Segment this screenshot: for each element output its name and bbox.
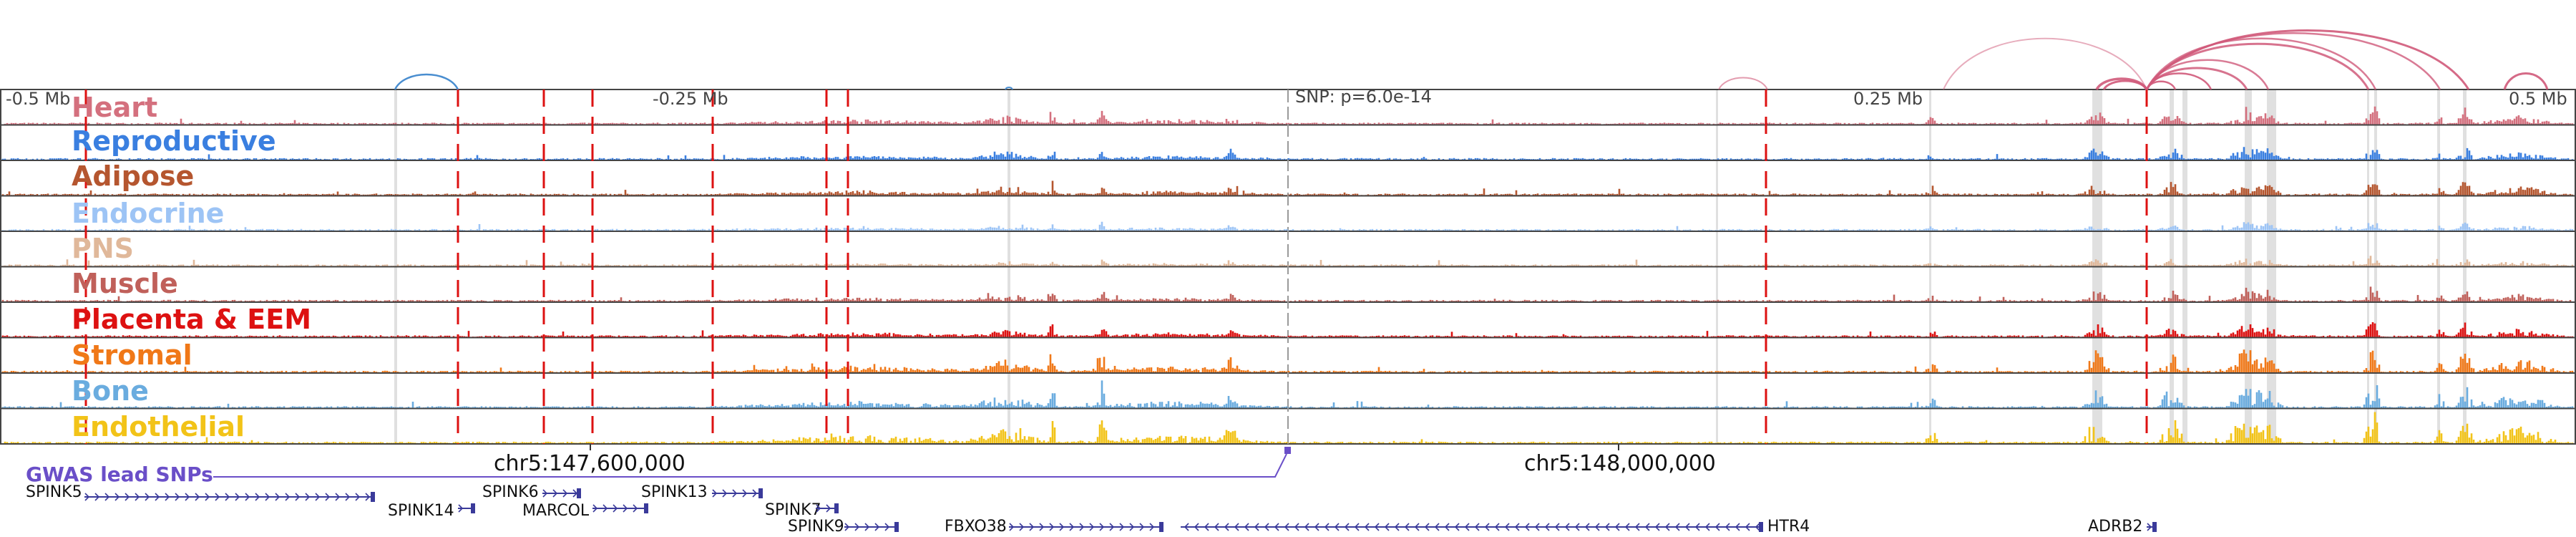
track-label-stromal: Stromal: [72, 339, 192, 371]
signal-heart: [4, 106, 2574, 125]
exon: [577, 488, 581, 498]
signal-tracks: [1, 106, 2574, 443]
chromatin-loops: [394, 29, 2549, 91]
exon: [371, 492, 375, 502]
scale-label-right: 0.5 Mb: [2509, 89, 2567, 109]
gene-label-adrb2: ADRB2: [2088, 518, 2142, 536]
exon: [1759, 522, 1763, 532]
strand-arrows: [2147, 523, 2152, 531]
chromatin-loop: [2145, 80, 2177, 90]
track-label-heart: Heart: [72, 92, 157, 123]
exon: [2152, 522, 2157, 532]
exon: [758, 488, 763, 498]
track-label-muscle: Muscle: [72, 268, 178, 299]
chromatin-loop: [2145, 37, 2377, 90]
signal-endothelial: [1, 412, 2574, 443]
gene-fbxo38[interactable]: FBXO38: [945, 518, 1163, 536]
gene-spink9[interactable]: SPINK9: [788, 518, 899, 536]
strand-arrows: [1184, 523, 1760, 531]
exon: [471, 503, 475, 513]
gene-spink13[interactable]: SPINK13: [641, 483, 763, 501]
signal-muscle: [1, 286, 2572, 301]
gene-marcol[interactable]: MARCOL: [522, 502, 648, 520]
coordinate-label-right: chr5:148,000,000: [1524, 451, 1716, 476]
exon: [1159, 522, 1163, 532]
gene-adrb2[interactable]: ADRB2: [2088, 518, 2157, 536]
track-panel: [0, 89, 2576, 445]
chromatin-loop: [394, 73, 459, 90]
signal-reproductive: [1, 147, 2574, 160]
exon: [894, 522, 899, 532]
scale-label-snp: SNP: p=6.0e-14: [1295, 87, 1432, 107]
scale-label-mid-left: -0.25 Mb: [653, 89, 728, 109]
chromatin-loop: [1005, 87, 1013, 90]
track-labels: Heart Reproductive Adipose Endocrine PNS…: [72, 92, 311, 442]
coordinate-axis: chr5:147,600,000 chr5:148,000,000: [494, 445, 1716, 476]
chromatin-loop: [2503, 72, 2549, 90]
track-label-adipose: Adipose: [72, 160, 194, 192]
exon: [644, 503, 648, 513]
gene-label-spink9: SPINK9: [788, 518, 844, 536]
gene-label-htr4: HTR4: [1767, 518, 1810, 536]
gene-spink14[interactable]: SPINK14: [388, 502, 475, 520]
track-label-pns: PNS: [72, 233, 134, 264]
track-label-bone: Bone: [72, 375, 149, 407]
exon: [834, 503, 839, 513]
coordinate-label-left: chr5:147,600,000: [494, 451, 686, 476]
track-label-placenta-eem: Placenta & EEM: [72, 304, 311, 335]
gwas-lead-snp-marker[interactable]: [1284, 447, 1291, 454]
gwas-label: GWAS lead SNPs: [26, 463, 213, 486]
scale-label-mid-right: 0.25 Mb: [1853, 89, 1923, 109]
strand-arrows: [712, 489, 758, 498]
gene-label-spink5: SPINK5: [26, 483, 82, 501]
chromatin-loop: [1943, 37, 2147, 90]
gene-label-spink7: SPINK7: [765, 501, 821, 519]
strand-arrows: [844, 523, 890, 531]
chromatin-loop: [2102, 79, 2148, 90]
gene-label-spink6: SPINK6: [482, 483, 539, 501]
strand-arrows: [1009, 523, 1155, 531]
gene-label-spink13: SPINK13: [641, 483, 708, 501]
gwas-connector: [213, 453, 1287, 478]
scale-label-left: -0.5 Mb: [6, 89, 70, 109]
signal-stromal: [1, 349, 2574, 372]
chromatin-loop: [2145, 29, 2470, 90]
chromatin-loop: [1718, 77, 1768, 90]
strand-arrows: [542, 489, 578, 498]
track-label-endothelial: Endothelial: [72, 411, 245, 442]
strand-arrows: [816, 504, 831, 513]
signal-bone: [1, 380, 2574, 408]
gene-spink7[interactable]: SPINK7: [765, 501, 839, 519]
signal-placenta-eem: [1, 322, 2574, 337]
gene-spink5[interactable]: SPINK5: [26, 483, 375, 502]
track-label-reproductive: Reproductive: [72, 125, 276, 157]
gwas-track: GWAS lead SNPs: [26, 447, 1291, 486]
snp-dashed-lines: [84, 90, 2148, 444]
gene-label-spink14: SPINK14: [388, 502, 454, 520]
strand-arrows: [592, 504, 638, 513]
signal-endocrine: [1, 221, 2574, 231]
gene-label-fbxo38: FBXO38: [945, 518, 1007, 536]
signal-adipose: [1, 180, 2574, 195]
strand-arrows: [84, 493, 371, 501]
track-label-endocrine: Endocrine: [72, 198, 224, 229]
gene-htr4[interactable]: HTR4: [1181, 518, 1810, 536]
gene-label-marcol: MARCOL: [522, 502, 590, 520]
chromatin-loop: [2145, 42, 2370, 90]
gene-spink6[interactable]: SPINK6: [482, 483, 581, 501]
strand-arrows: [458, 504, 464, 513]
signal-pns: [1, 256, 2574, 266]
